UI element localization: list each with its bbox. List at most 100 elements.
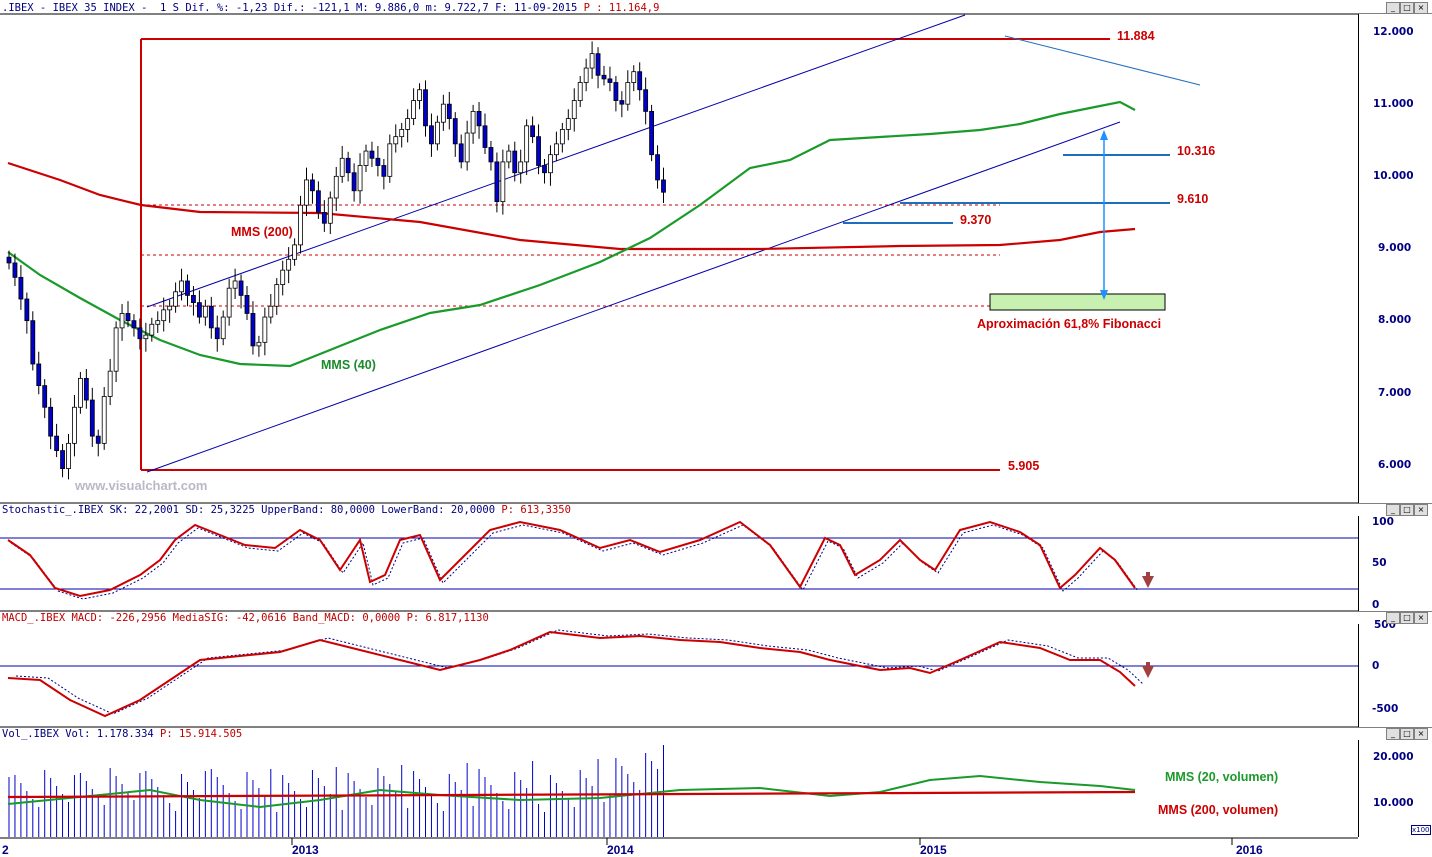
candle-body — [78, 378, 82, 407]
candle-body — [180, 281, 184, 292]
candle-body — [310, 180, 314, 191]
candle-body — [394, 137, 398, 144]
stoch-down-arrow — [1146, 572, 1150, 578]
y-tick: 100 — [1372, 516, 1394, 528]
maximize-button[interactable]: □ — [1400, 504, 1414, 516]
candle-body — [43, 386, 47, 408]
candle-body — [453, 119, 457, 144]
y-tick: 6.000 — [1378, 459, 1411, 471]
candle-body — [584, 68, 588, 82]
candle-body — [150, 324, 154, 335]
candle-body — [25, 299, 29, 321]
candle-body — [477, 111, 481, 125]
candle-body — [61, 451, 65, 469]
candle-body — [572, 101, 576, 119]
y-tick: 10.000 — [1373, 797, 1414, 809]
stoch-axis — [1358, 516, 1432, 611]
y-tick: 7.000 — [1378, 387, 1411, 399]
candle-body — [560, 129, 564, 143]
close-button[interactable]: × — [1414, 728, 1428, 740]
candle-body — [501, 162, 505, 202]
vol-mms20-line — [8, 776, 1135, 807]
vol-mms20-label: MMS (20, volumen) — [1165, 770, 1278, 784]
candle-body — [275, 285, 279, 307]
y-tick: 0 — [1372, 599, 1379, 611]
candle-body — [322, 212, 326, 223]
candle-body — [84, 378, 88, 400]
level-label-10316: 10.316 — [1177, 144, 1215, 158]
candle-body — [174, 292, 178, 306]
mms40-line — [8, 102, 1135, 366]
candle-body — [662, 180, 666, 192]
candle-body — [132, 321, 136, 328]
resistance-trendline — [1005, 36, 1200, 85]
candle-body — [269, 306, 273, 317]
candle-body — [429, 126, 433, 144]
level-label-high: 11.884 — [1117, 29, 1155, 43]
level-label-9610: 9.610 — [1177, 192, 1208, 206]
maximize-button[interactable]: □ — [1400, 2, 1414, 14]
fibonacci-label: Aproximación 61,8% Fibonacci — [977, 317, 1161, 331]
candle-body — [614, 83, 618, 101]
minimize-button[interactable]: _ — [1386, 504, 1400, 516]
candle-body — [388, 144, 392, 176]
candle-body — [281, 270, 285, 284]
candle-body — [340, 158, 344, 176]
minimize-button[interactable]: _ — [1386, 728, 1400, 740]
y-tick: 10.000 — [1373, 170, 1414, 182]
close-button[interactable]: × — [1414, 612, 1428, 624]
candle-body — [554, 144, 558, 155]
candle-body — [495, 162, 499, 202]
candle-body — [602, 75, 606, 79]
y-tick: 0 — [1372, 660, 1379, 672]
candle-body — [49, 407, 53, 436]
candle-body — [441, 104, 445, 122]
fibonacci-zone — [990, 294, 1165, 310]
candle-body — [227, 288, 231, 317]
candle-body — [293, 245, 297, 259]
candle-body — [525, 126, 529, 162]
candle-body — [578, 83, 582, 101]
fibonacci-arrow-head — [1100, 130, 1108, 140]
channel-lower-line — [147, 122, 1120, 472]
candle-body — [90, 400, 94, 436]
candle-body — [233, 281, 237, 288]
candle-body — [215, 328, 219, 339]
candle-body — [162, 310, 166, 321]
candle-body — [120, 313, 124, 327]
candle-body — [221, 317, 225, 339]
level-label-low: 5.905 — [1008, 459, 1039, 473]
candle-body — [596, 54, 600, 76]
close-button[interactable]: × — [1414, 504, 1428, 516]
candle-body — [328, 198, 332, 223]
candle-body — [287, 259, 291, 270]
candle-body — [138, 328, 142, 339]
y-tick: 8.000 — [1378, 314, 1411, 326]
candle-body — [144, 335, 148, 339]
candle-body — [156, 321, 160, 325]
candle-body — [400, 129, 404, 136]
maximize-button[interactable]: □ — [1400, 728, 1414, 740]
x-tick: 2013 — [292, 843, 319, 857]
candle-body — [531, 126, 535, 137]
candle-body — [376, 158, 380, 165]
candle-body — [251, 313, 255, 345]
candle-body — [459, 144, 463, 162]
minimize-button[interactable]: _ — [1386, 612, 1400, 624]
minimize-button[interactable]: _ — [1386, 2, 1400, 14]
candle-body — [590, 54, 594, 68]
candle-body — [102, 396, 106, 443]
candle-body — [191, 295, 195, 302]
candle-body — [257, 342, 261, 346]
x-tick: 2 — [2, 843, 9, 857]
x-tick: 2015 — [920, 843, 947, 857]
candle-body — [96, 436, 100, 443]
candle-body — [352, 173, 356, 191]
mms200-label: MMS (200) — [231, 225, 293, 239]
candle-body — [245, 295, 249, 313]
maximize-button[interactable]: □ — [1400, 612, 1414, 624]
candle-body — [37, 364, 41, 386]
close-button[interactable]: × — [1414, 2, 1428, 14]
macd-line — [8, 632, 1135, 716]
